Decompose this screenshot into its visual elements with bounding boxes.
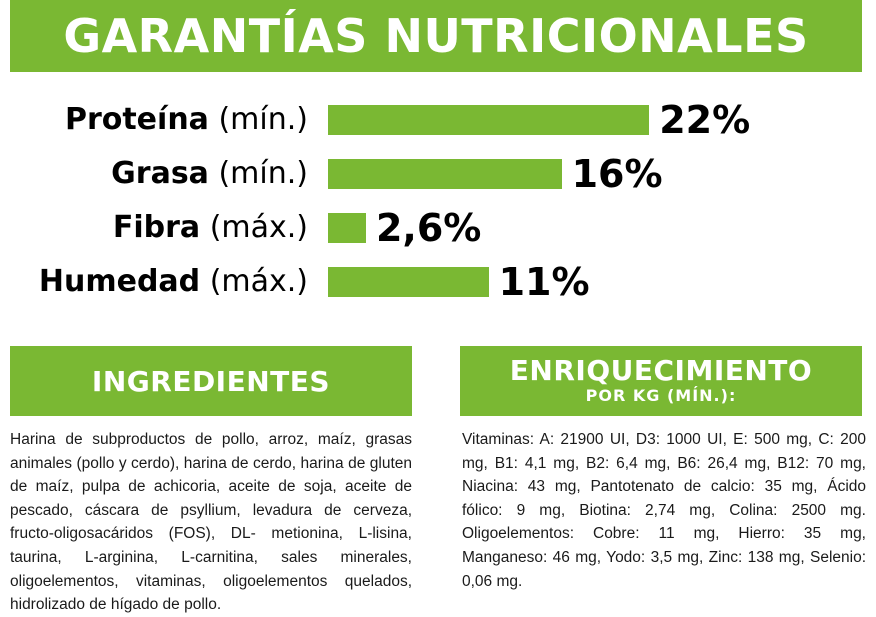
- nutrient-name: Fibra: [112, 210, 201, 245]
- enrichment-subheading: POR KG (MÍN.):: [585, 386, 737, 405]
- title-banner: GARANTÍAS NUTRICIONALES: [10, 0, 862, 72]
- nutrient-label: Humedad (máx.): [39, 260, 308, 304]
- page-title: GARANTÍAS NUTRICIONALES: [63, 9, 809, 63]
- nutrient-row: Grasa (mín.) 16%: [0, 152, 876, 196]
- nutrient-name: Grasa: [111, 156, 209, 191]
- enrichment-text: Vitaminas: A: 21900 UI, D3: 1000 UI, E: …: [462, 431, 866, 590]
- nutrient-label: Fibra (máx.): [113, 206, 308, 250]
- nutrient-row: Proteína (mín.) 22%: [0, 98, 876, 142]
- enrichment-heading: ENRIQUECIMIENTO: [509, 354, 813, 387]
- ingredients-banner: INGREDIENTES: [10, 346, 412, 416]
- nutrient-bar: [328, 159, 562, 189]
- nutrient-value: 2,6%: [375, 206, 482, 250]
- enrichment-banner: ENRIQUECIMIENTO POR KG (MÍN.):: [460, 346, 862, 416]
- ingredients-heading: INGREDIENTES: [91, 364, 331, 398]
- nutrient-value: 22%: [659, 98, 751, 142]
- nutrient-row: Humedad (máx.) 11%: [0, 260, 876, 304]
- nutrient-qualifier: (máx.): [209, 264, 308, 299]
- nutrient-qualifier: (mín.): [218, 102, 308, 137]
- nutrient-qualifier: (máx.): [209, 210, 308, 245]
- nutrient-bar: [328, 213, 366, 243]
- nutrient-value: 11%: [498, 260, 590, 304]
- nutrient-value: 16%: [571, 152, 663, 196]
- ingredients-text: Harina de subproductos de pollo, arroz, …: [10, 431, 412, 614]
- nutrient-name: Proteína: [64, 102, 209, 137]
- nutrient-row: Fibra (máx.) 2,6%: [0, 206, 876, 250]
- nutrient-label: Proteína (mín.): [65, 98, 308, 142]
- nutrient-bar: [328, 267, 489, 297]
- nutrient-label: Grasa (mín.): [111, 152, 308, 196]
- nutrient-qualifier: (mín.): [218, 156, 308, 191]
- nutrient-bar: [328, 105, 650, 135]
- nutrient-name: Humedad: [38, 264, 201, 299]
